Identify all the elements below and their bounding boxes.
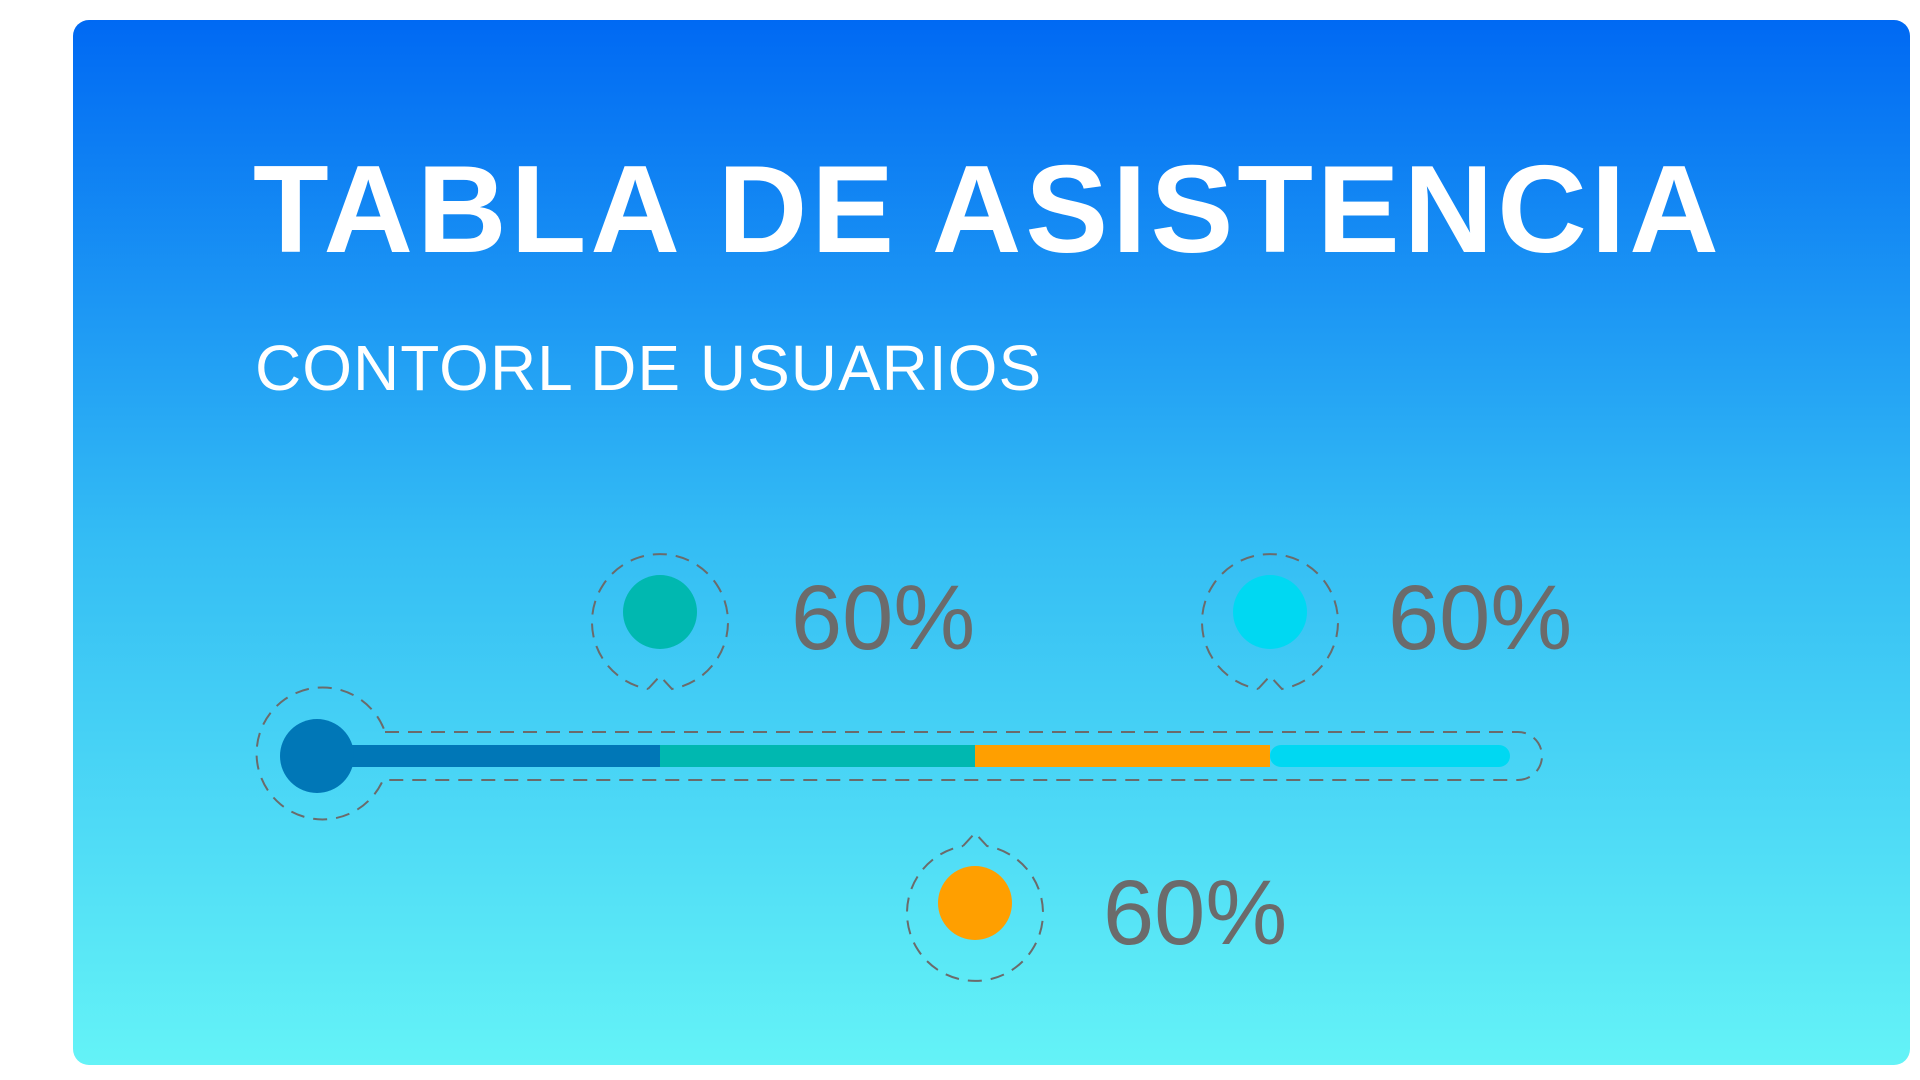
marker-cyan-outline [1201, 553, 1339, 691]
page-subtitle: CONTORL DE USUARIOS [255, 332, 1043, 404]
page-title: TABLA DE ASISTENCIA [253, 141, 1723, 279]
marker-orange-dot [938, 866, 1012, 940]
progress-start-knob [280, 719, 354, 793]
marker-teal-dot [623, 575, 697, 649]
marker-cyan-label: 60% [1388, 567, 1573, 669]
progress-segment-4 [1270, 745, 1510, 767]
marker-orange-outline [906, 831, 1044, 982]
attendance-card: TABLA DE ASISTENCIA CONTORL DE USUARIOS … [73, 20, 1910, 1065]
track-outline [255, 686, 1543, 821]
marker-cyan-dot [1233, 575, 1307, 649]
progress-visual [255, 553, 1543, 982]
progress-segment-1 [315, 745, 660, 767]
marker-orange [906, 831, 1044, 982]
marker-teal [591, 553, 729, 691]
marker-cyan [1201, 553, 1339, 691]
progress-segment-3 [975, 745, 1270, 767]
marker-teal-outline [591, 553, 729, 691]
marker-orange-label: 60% [1103, 862, 1288, 964]
marker-teal-label: 60% [791, 567, 976, 669]
progress-segment-2 [660, 745, 975, 767]
